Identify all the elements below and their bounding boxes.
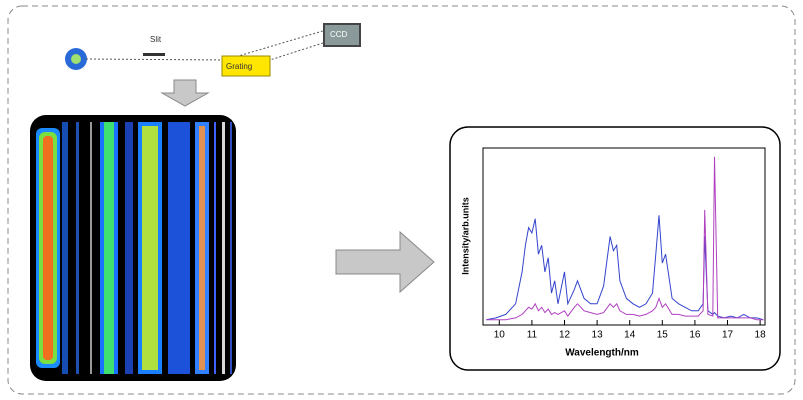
x-tick-label: 13 bbox=[592, 330, 604, 341]
dashed-frame bbox=[7, 5, 796, 395]
band bbox=[125, 122, 133, 374]
source-core bbox=[71, 54, 81, 64]
band bbox=[76, 122, 79, 374]
band bbox=[142, 126, 158, 370]
x-tick-label: 12 bbox=[559, 330, 571, 341]
slit bbox=[143, 53, 165, 56]
x-tick-label: 17 bbox=[722, 330, 734, 341]
x-tick-label: 15 bbox=[657, 330, 669, 341]
ccd bbox=[323, 23, 361, 47]
plot-area bbox=[482, 147, 766, 326]
band bbox=[43, 136, 53, 360]
band bbox=[90, 122, 92, 374]
ccd-label: CCD bbox=[330, 30, 348, 39]
grating bbox=[221, 55, 271, 77]
beam bbox=[224, 29, 327, 61]
spectral-image bbox=[30, 115, 236, 381]
x-tick-label: 11 bbox=[527, 330, 538, 341]
band bbox=[168, 122, 190, 374]
band bbox=[230, 122, 232, 374]
band bbox=[222, 122, 225, 374]
x-tick-label: 18 bbox=[755, 330, 767, 341]
band bbox=[199, 126, 205, 370]
down-arrow bbox=[160, 79, 210, 107]
optical-setup: Slit Grating CCD bbox=[65, 23, 361, 77]
x-tick-label: 16 bbox=[689, 330, 701, 341]
band bbox=[62, 122, 68, 374]
band bbox=[214, 122, 216, 374]
y-axis-label: Intensity/arb.units bbox=[460, 197, 470, 275]
x-tick-label: 14 bbox=[624, 330, 636, 341]
beam bbox=[85, 58, 226, 61]
right-arrow bbox=[335, 230, 435, 294]
slit-label: Slit bbox=[150, 35, 162, 44]
x-axis-label: Wavelength/nm bbox=[565, 348, 639, 359]
spectrum-line bbox=[486, 156, 764, 321]
grating-label: Grating bbox=[226, 62, 252, 71]
band bbox=[104, 122, 114, 374]
x-tick-label: 10 bbox=[494, 330, 506, 341]
plot: 10 11 12 13 14 15 16 17 18 bbox=[486, 156, 767, 341]
